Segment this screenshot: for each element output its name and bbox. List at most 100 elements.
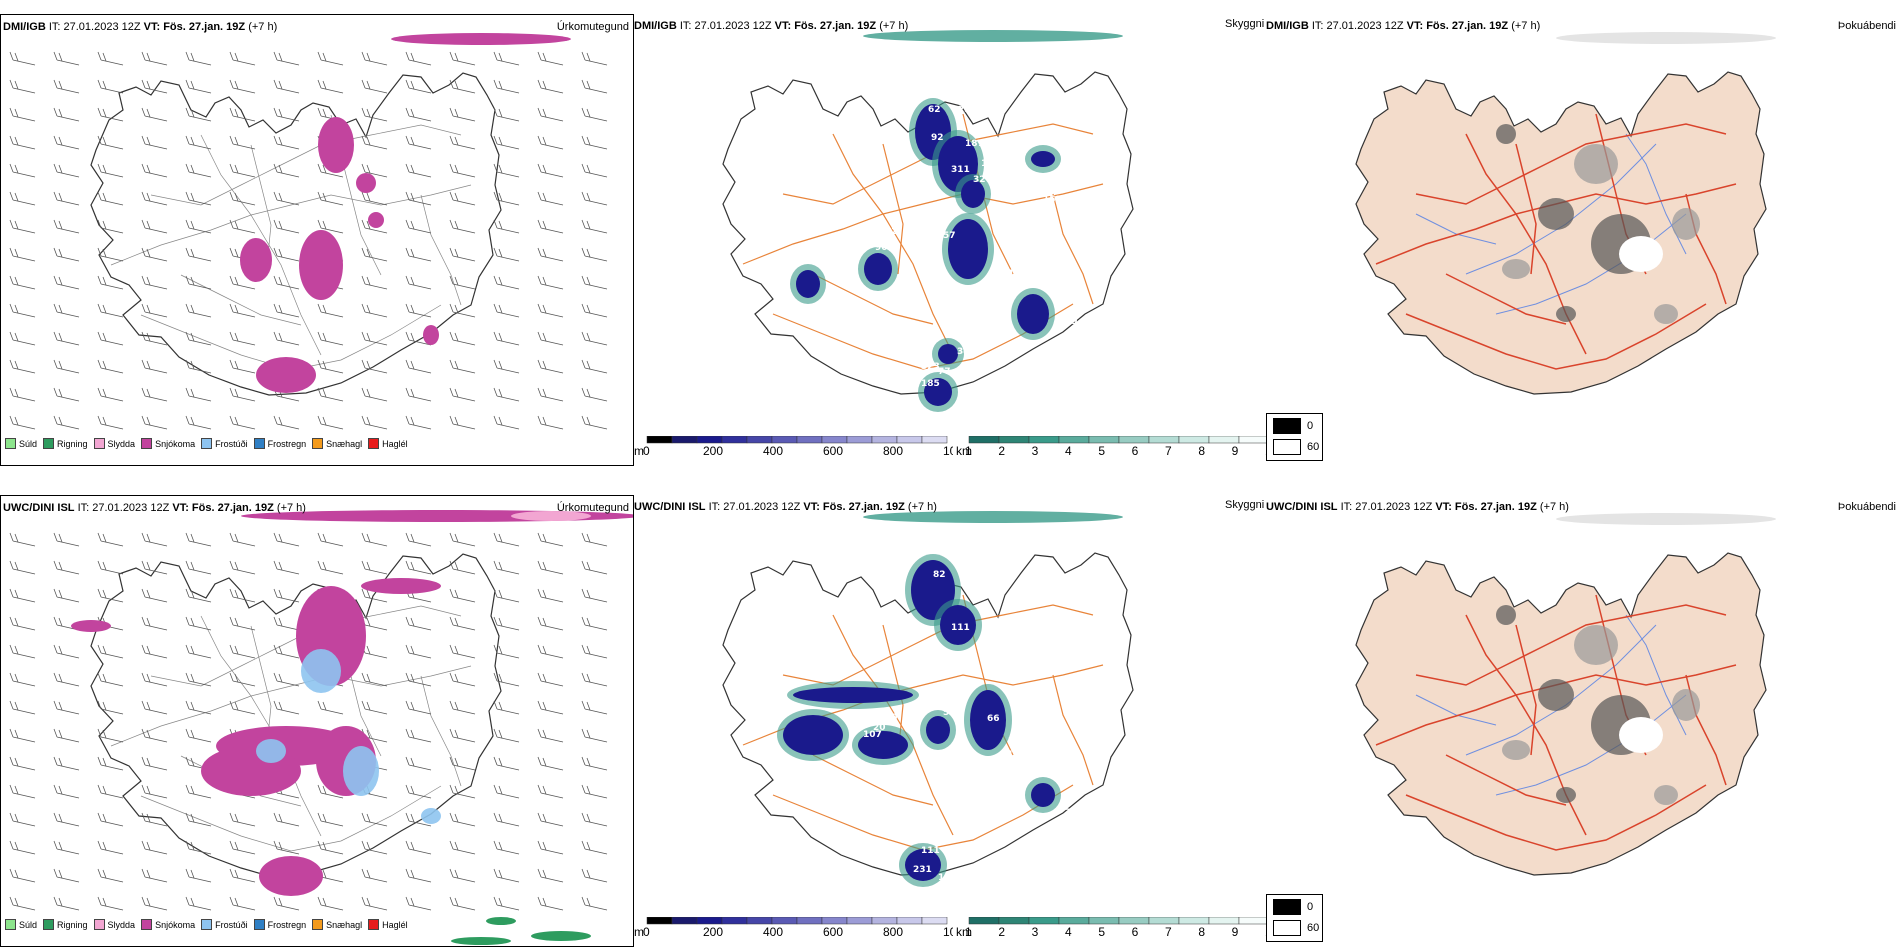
wind-barb [229, 700, 256, 715]
snow-area [356, 173, 376, 193]
scale-cell [1208, 917, 1240, 925]
fog-area [1502, 259, 1530, 279]
wind-barb [317, 896, 344, 911]
wind-barb [53, 756, 80, 771]
wind-barb [581, 812, 608, 827]
cloud-base-value: 114 [1001, 750, 1020, 760]
scale-cell [1058, 917, 1090, 925]
scale-cell [821, 436, 848, 444]
road [420, 675, 462, 787]
wind-barb [581, 532, 608, 547]
cloud-base-value: 82 [933, 570, 946, 580]
wind-barb [405, 191, 432, 206]
fog-area [1496, 605, 1516, 625]
cloud-base-value: 231 [913, 865, 932, 875]
legend-item-4: Frostúði [201, 438, 248, 449]
wind-barb [53, 588, 80, 603]
wind-barb [185, 51, 212, 66]
legend-label: Slydda [107, 919, 136, 930]
wind-barb [537, 359, 564, 374]
snow-area [299, 230, 343, 300]
cloud-base-value: 20 [873, 723, 886, 733]
wind-barb [581, 247, 608, 262]
wind-barb [537, 616, 564, 631]
wind-barb [493, 191, 520, 206]
wind-barb [317, 784, 344, 799]
wind-barb [97, 672, 124, 687]
cloud-base-area [783, 715, 843, 755]
legend-label: Haglél [382, 438, 408, 449]
legend-swatch [312, 919, 324, 930]
wind-barb [229, 868, 256, 883]
wind-barb [317, 560, 344, 575]
scale-cell [646, 917, 673, 925]
wind-barb [53, 51, 80, 66]
wind-barb [141, 588, 168, 603]
cloud-scale-top: m0 200 400 600 800 1000 [634, 436, 953, 458]
wind-barb [449, 644, 476, 659]
legend-item-5: Frostregn [253, 919, 307, 930]
road [1405, 303, 1707, 370]
freezing-drizzle-area [301, 649, 341, 693]
wind-barb [581, 163, 608, 178]
cloud-scale-bottom: m0 200 400 600 800 1000 [634, 917, 953, 939]
cloud-base-value: 278 [958, 568, 977, 578]
wind-barb [405, 560, 432, 575]
wind-barb [449, 191, 476, 206]
wind-barb [493, 868, 520, 883]
rain-area [531, 931, 591, 941]
scale-tick: 0 [643, 444, 650, 458]
wind-barb [449, 840, 476, 855]
wind-barb [537, 672, 564, 687]
cloud-base-value: 83 [1008, 736, 1021, 746]
wind-barb [273, 135, 300, 150]
cloud-base-value: 233 [958, 105, 977, 115]
wind-barb [9, 812, 36, 827]
legend-label: Frostregn [267, 919, 307, 930]
wind-barb [581, 191, 608, 206]
legend-item-2: Slydda [93, 919, 136, 930]
wind-barb [141, 191, 168, 206]
scale-cell [896, 436, 923, 444]
wind-barb [97, 532, 124, 547]
cloud-base-value: 12 [885, 227, 898, 237]
wind-barb [53, 303, 80, 318]
legend-label: Frostregn [267, 438, 307, 449]
wind-barb [449, 135, 476, 150]
cloud-base-area [1017, 294, 1049, 334]
wind-barb [185, 303, 212, 318]
cloud-base-value: 101 [1001, 237, 1020, 247]
legend-item-7: Haglél [368, 438, 408, 449]
wind-barb [9, 756, 36, 771]
wind-barb [273, 415, 300, 430]
wind-barb [9, 387, 36, 402]
scale-cell [846, 436, 873, 444]
scale-cell [871, 917, 898, 925]
scale-tick: 3 [1032, 925, 1039, 939]
wind-barb [361, 812, 388, 827]
wind-barb [185, 728, 212, 743]
cloud-base-value: 111 [921, 846, 940, 856]
rain-area [451, 937, 511, 945]
fog-map-bottom [1355, 513, 1776, 876]
cloud-base-area [940, 605, 976, 645]
cloud-base-area [864, 253, 892, 285]
wind-barb [229, 415, 256, 430]
cloud-base-value: 111 [951, 623, 970, 633]
wind-barb [9, 560, 36, 575]
road [1405, 784, 1707, 851]
wind-barb [141, 359, 168, 374]
scale-cell [771, 436, 798, 444]
cloud-base-value: 57 [943, 231, 956, 241]
wind-barb [273, 79, 300, 94]
wind-barb [53, 672, 80, 687]
legend-label: Slydda [107, 438, 136, 449]
wind-barb [97, 331, 124, 346]
snow-area [361, 578, 441, 594]
scale-cell [921, 917, 948, 925]
wind-barb [185, 672, 212, 687]
wind-barb [273, 616, 300, 631]
snow-area [368, 212, 384, 228]
wind-barb [53, 784, 80, 799]
wind-barb [141, 812, 168, 827]
